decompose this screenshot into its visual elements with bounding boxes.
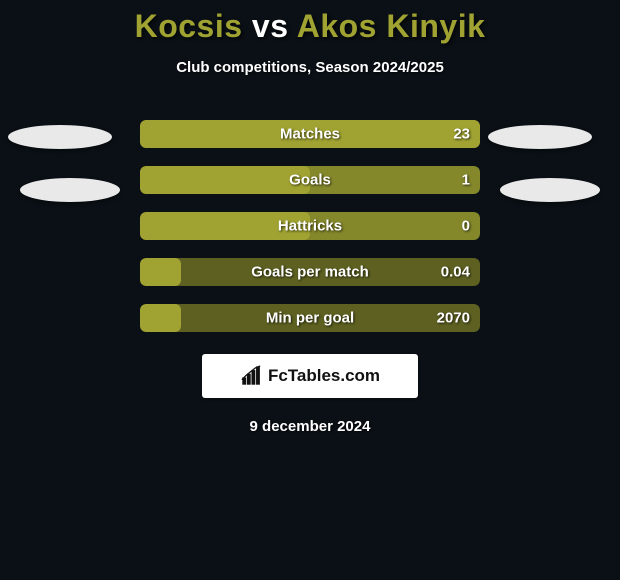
stat-row-fill	[140, 166, 310, 194]
stat-label: Goals per match	[251, 264, 369, 281]
stat-row-fill	[140, 304, 181, 332]
player1-name: Kocsis	[135, 8, 243, 44]
stat-row: Goals per match 0.04	[140, 258, 480, 286]
stat-row: Min per goal 2070	[140, 304, 480, 332]
page-title: Kocsis vs Akos Kinyik	[135, 8, 486, 45]
stat-row: Hattricks 0	[140, 212, 480, 240]
chart-area: Matches 23 Goals 1 Hattricks 0 Goals per match…	[0, 120, 620, 332]
vs-label: vs	[252, 8, 289, 44]
stat-value: 1	[462, 172, 470, 189]
stat-value: 0	[462, 218, 470, 235]
stat-rows: Matches 23 Goals 1 Hattricks 0 Goals per match…	[140, 120, 480, 332]
stat-row-fill	[140, 258, 181, 286]
decorative-ellipse	[20, 178, 120, 202]
date-line: 9 december 2024	[250, 418, 371, 435]
decorative-ellipse	[8, 125, 112, 149]
stat-label: Goals	[289, 172, 331, 189]
stat-row: Goals 1	[140, 166, 480, 194]
stat-value: 23	[453, 126, 470, 143]
stat-label: Hattricks	[278, 218, 342, 235]
stat-label: Matches	[280, 126, 340, 143]
stat-value: 2070	[437, 310, 470, 327]
decorative-ellipse	[488, 125, 592, 149]
logo-text: FcTables.com	[268, 366, 380, 386]
stat-row: Matches 23	[140, 120, 480, 148]
content-wrapper: Kocsis vs Akos Kinyik Club competitions,…	[0, 0, 620, 580]
decorative-ellipse	[500, 178, 600, 202]
stat-value: 0.04	[441, 264, 470, 281]
player2-name: Akos Kinyik	[297, 8, 486, 44]
bar-chart-icon	[240, 365, 262, 387]
subtitle: Club competitions, Season 2024/2025	[176, 59, 444, 76]
logo-box: FcTables.com	[202, 354, 418, 398]
stat-label: Min per goal	[266, 310, 354, 327]
